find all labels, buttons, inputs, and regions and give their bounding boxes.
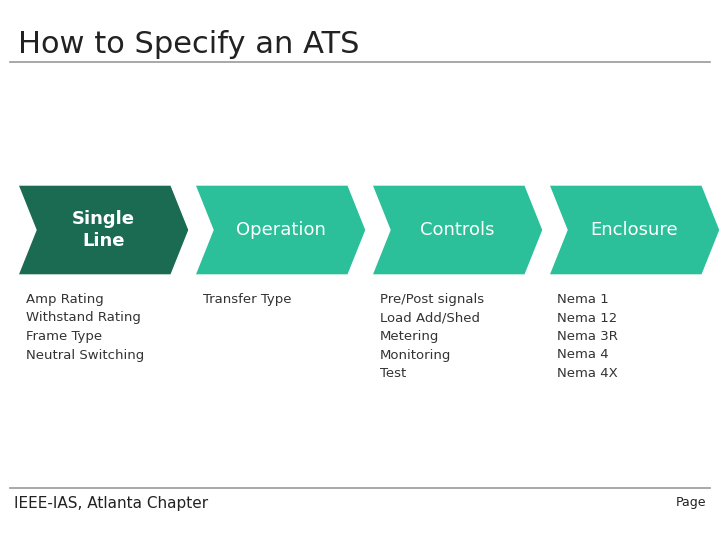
Text: Single
Line: Single Line xyxy=(72,210,135,250)
Text: Enclosure: Enclosure xyxy=(590,221,678,239)
Polygon shape xyxy=(372,185,543,275)
Text: Amp Rating
Withstand Rating
Frame Type
Neutral Switching: Amp Rating Withstand Rating Frame Type N… xyxy=(26,293,144,361)
Text: How to Specify an ATS: How to Specify an ATS xyxy=(18,30,359,59)
Text: Page: Page xyxy=(675,496,706,509)
Text: IEEE-IAS, Atlanta Chapter: IEEE-IAS, Atlanta Chapter xyxy=(14,496,208,511)
Text: Nema 1
Nema 12
Nema 3R
Nema 4
Nema 4X: Nema 1 Nema 12 Nema 3R Nema 4 Nema 4X xyxy=(557,293,618,380)
Text: Pre/Post signals
Load Add/Shed
Metering
Monitoring
Test: Pre/Post signals Load Add/Shed Metering … xyxy=(380,293,484,380)
Polygon shape xyxy=(549,185,720,275)
Polygon shape xyxy=(195,185,366,275)
Text: Operation: Operation xyxy=(235,221,325,239)
Polygon shape xyxy=(18,185,189,275)
Text: Controls: Controls xyxy=(420,221,495,239)
Text: Transfer Type: Transfer Type xyxy=(203,293,292,306)
